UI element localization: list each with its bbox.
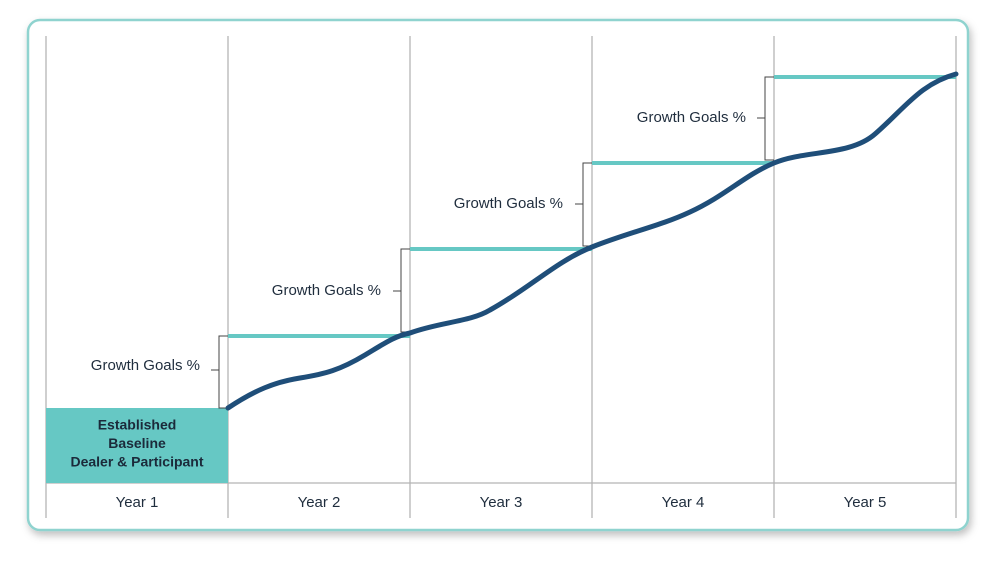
growth-goal-label: Growth Goals % [272, 282, 381, 299]
baseline-box [46, 408, 228, 483]
goal-lines [228, 75, 956, 338]
year-label: Year 4 [662, 494, 705, 511]
year-label: Year 1 [116, 494, 159, 511]
year-label: Year 2 [298, 494, 341, 511]
growth-goal-label: Growth Goals % [91, 357, 200, 374]
growth-goal-label: Growth Goals % [637, 109, 746, 126]
baseline-text: Baseline [108, 435, 166, 451]
year-label: Year 5 [844, 494, 887, 511]
growth-curve [225, 71, 959, 411]
year-label: Year 3 [480, 494, 523, 511]
baseline-text: Dealer & Participant [70, 454, 203, 470]
baseline-text: Established [98, 417, 177, 433]
panel [26, 18, 970, 532]
growth-goal-label: Growth Goals % [454, 195, 563, 212]
